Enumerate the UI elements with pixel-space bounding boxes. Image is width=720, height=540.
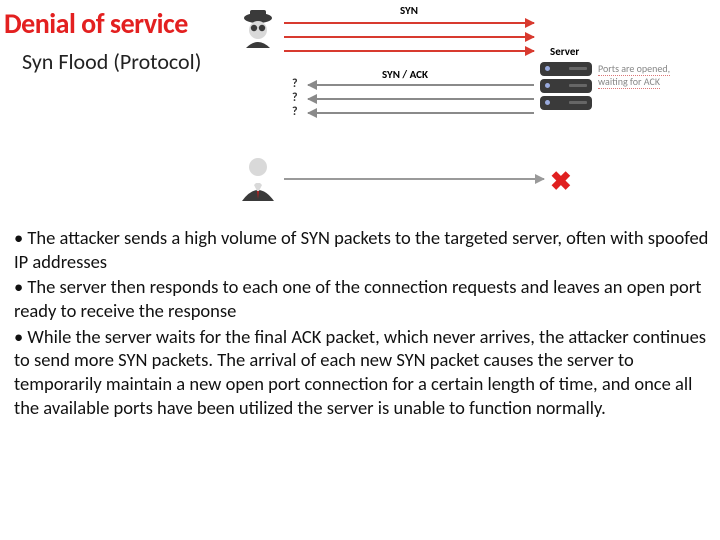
attacker-icon [238,8,278,48]
bullet-item: • The attacker sends a high volume of SY… [14,226,714,273]
page-subtitle: Syn Flood (Protocol) [22,48,201,75]
question-mark: ? [292,77,298,91]
synack-arrow [308,98,534,100]
syn-arrow [284,50,534,52]
bullet-item: • While the server waits for the final A… [14,325,714,420]
question-mark: ? [292,105,298,119]
synack-arrow [308,84,534,86]
page-title: Denial of service [4,6,188,41]
blocked-icon: ✖ [550,165,572,197]
user-arrow [284,178,544,180]
syn-arrow [284,36,534,38]
synack-label: SYN / ACK [382,68,428,81]
ports-note: Ports are opened, waiting for ACK [598,62,708,88]
server-icon [540,62,592,113]
syn-flood-diagram: SYN Server Ports are opened, waiting for… [220,0,720,210]
question-mark: ? [292,91,298,105]
synack-arrow [308,112,534,114]
syn-label: SYN [400,4,418,17]
description-text: • The attacker sends a high volume of SY… [14,226,714,421]
user-icon [238,155,278,201]
server-label: Server [550,45,579,58]
syn-arrow [284,22,534,24]
bullet-item: • The server then responds to each one o… [14,275,714,322]
